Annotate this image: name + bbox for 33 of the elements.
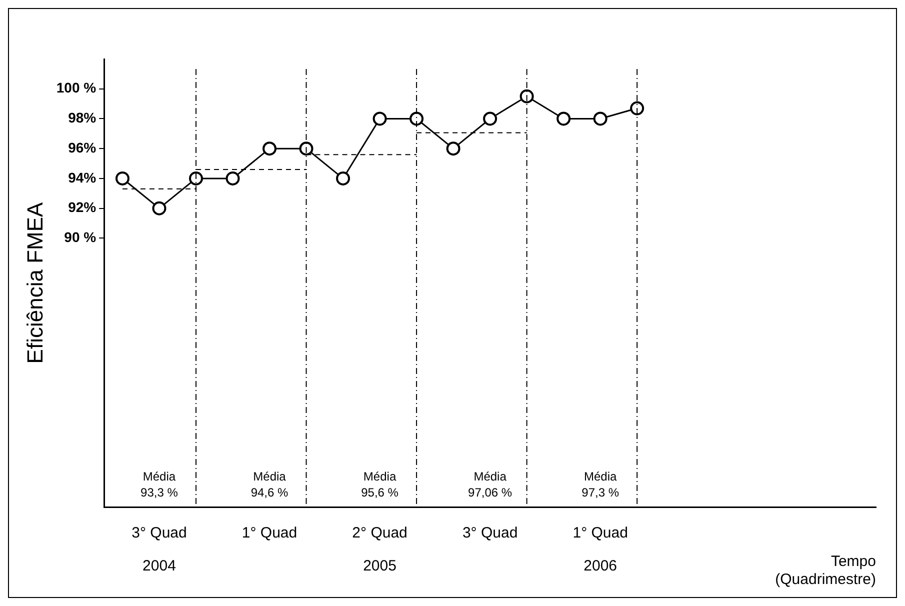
x-tick-label: 1° Quad 2006 xyxy=(572,524,628,575)
y-tick-label: 98% xyxy=(68,110,97,126)
point xyxy=(372,112,387,126)
annotation: Média 94,6 % xyxy=(250,469,289,500)
annotation: Média 97,06 % xyxy=(468,469,512,500)
point xyxy=(483,112,498,126)
point xyxy=(115,171,130,186)
y-tick-label: 100 % xyxy=(56,80,97,96)
point xyxy=(630,101,644,116)
point xyxy=(262,142,277,156)
annotation: Média 95,6 % xyxy=(361,469,399,500)
point xyxy=(226,171,240,186)
y-tick-label: 96% xyxy=(68,139,97,156)
point xyxy=(556,112,571,126)
x-tick-label: 3° Quad xyxy=(462,524,518,542)
point xyxy=(336,171,350,186)
y-tick-label: 94% xyxy=(68,169,97,186)
x-tick-label: 2° Quad 2005 xyxy=(352,524,408,575)
x-tick-label: 3° Quad 2004 xyxy=(132,524,187,575)
annotation: Média 97,3 % xyxy=(582,469,620,500)
point xyxy=(152,201,166,216)
y-tick-label: 90 % xyxy=(64,229,97,246)
point xyxy=(520,89,534,104)
x-tick-label: 1° Quad xyxy=(242,524,298,542)
point xyxy=(188,171,203,186)
y-axis-title: Eficiência FMEA xyxy=(22,202,48,364)
point xyxy=(410,112,424,126)
point xyxy=(446,142,460,156)
annotation: Média 93,3 % xyxy=(140,469,178,500)
y-tick-label: 92% xyxy=(68,199,97,216)
point xyxy=(299,142,314,156)
point xyxy=(593,112,608,126)
x-axis-title: Tempo (Quadrimestre) xyxy=(775,553,876,588)
